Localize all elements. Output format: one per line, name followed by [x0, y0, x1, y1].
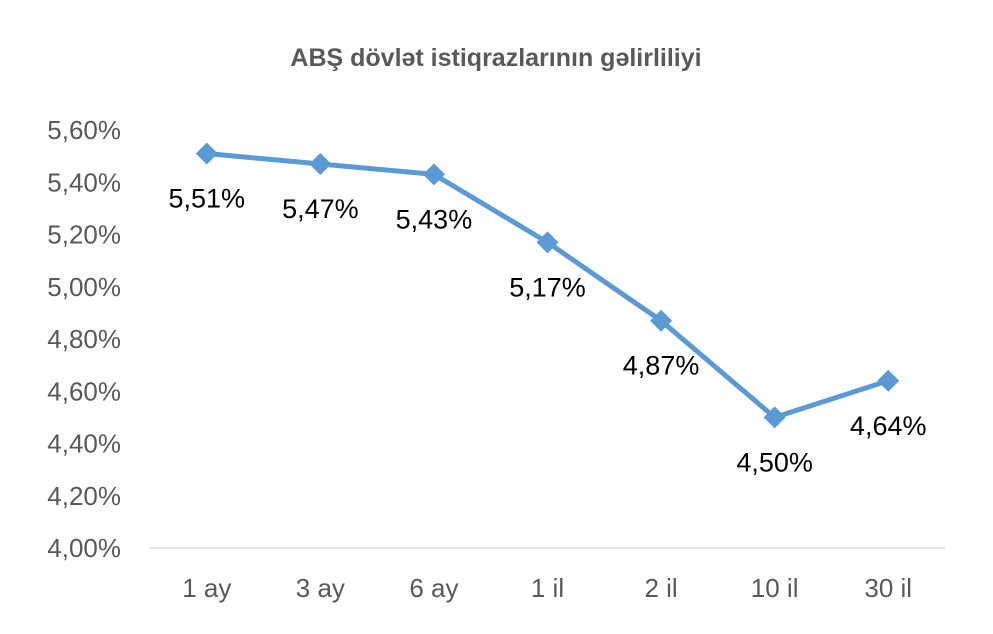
data-point-marker [195, 142, 218, 165]
data-point-marker [763, 406, 786, 429]
x-tick-label: 3 ay [296, 573, 345, 603]
data-labels: 5,51% 5,47% 5,43% 5,17% 4,87% 4,50% 4,64% [169, 184, 927, 478]
y-tick-label: 5,20% [47, 220, 121, 250]
chart-title: ABŞ dövlət istiqrazlarının gəlirliliyi [290, 44, 701, 72]
x-tick-label: 2 il [644, 573, 677, 603]
data-label: 5,43% [396, 204, 473, 234]
y-tick-label: 5,00% [47, 272, 121, 302]
x-tick-label: 1 ay [182, 573, 231, 603]
data-point-marker [422, 163, 445, 186]
data-label: 5,47% [282, 194, 359, 224]
y-axis-ticks: 4,00% 4,20% 4,40% 4,60% 4,80% 5,00% 5,20% 5,40%… [47, 115, 121, 563]
y-tick-label: 4,80% [47, 324, 121, 354]
x-tick-label: 1 il [531, 573, 564, 603]
x-tick-label: 10 il [751, 573, 799, 603]
y-tick-label: 4,40% [47, 429, 121, 459]
x-tick-label: 30 il [864, 573, 912, 603]
y-tick-label: 5,40% [47, 167, 121, 197]
data-label: 4,64% [850, 411, 927, 441]
data-label: 5,17% [509, 272, 586, 302]
x-tick-label: 6 ay [409, 573, 458, 603]
y-tick-label: 4,20% [47, 481, 121, 511]
data-point-marker [309, 152, 332, 175]
y-tick-label: 5,60% [47, 115, 121, 145]
y-tick-label: 4,00% [47, 533, 121, 563]
data-point-marker [877, 369, 900, 392]
series-markers [195, 142, 900, 429]
x-axis-ticks: 1 ay 3 ay 6 ay 1 il 2 il 10 il 30 il [182, 573, 912, 603]
data-point-marker [536, 231, 559, 254]
data-label: 5,51% [169, 184, 246, 214]
data-label: 4,87% [623, 351, 700, 381]
y-tick-label: 4,60% [47, 376, 121, 406]
data-point-marker [650, 309, 673, 332]
data-label: 4,50% [736, 447, 813, 477]
